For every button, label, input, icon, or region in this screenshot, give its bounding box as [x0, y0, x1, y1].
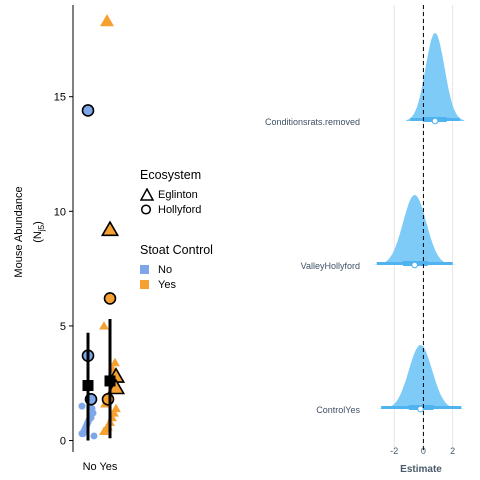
left-x-tick-labels: No Yes	[83, 461, 118, 473]
legend-item-yes: Yes	[140, 277, 213, 292]
density-curve	[406, 33, 464, 121]
data-point	[100, 14, 114, 26]
jitter-point	[79, 430, 86, 437]
data-point	[103, 394, 114, 405]
yes-color-swatch	[140, 280, 149, 289]
legend-label-eglinton: Eglinton	[158, 189, 198, 201]
estimate-x-ticks: -2 0 2	[390, 446, 455, 456]
y-tick-label: 15	[54, 92, 66, 104]
x-tick-label: 0	[421, 446, 426, 456]
stoat-control-legend: Stoat Control No Yes	[140, 243, 213, 292]
jitter-point	[79, 403, 86, 410]
jitter-point	[99, 321, 109, 329]
triangle-shape-icon	[140, 187, 158, 202]
x-tick-label: -2	[390, 446, 398, 456]
circle-shape-icon	[140, 202, 158, 217]
term-labels: Conditionsrats.removed ValleyHollyford Con…	[265, 117, 361, 415]
data-point	[83, 105, 94, 116]
jitter-point	[110, 358, 120, 366]
mean-marker	[105, 375, 116, 386]
stoat-control-legend-title: Stoat Control	[140, 243, 213, 257]
legend-label-yes: Yes	[158, 279, 176, 291]
y-tick-label: 10	[54, 206, 66, 218]
abundance-panel: 0 5 10 15 No Yes Mouse Abundance (Nj5)	[13, 5, 124, 473]
left-y-axis-title: Mouse Abundance	[13, 186, 25, 277]
mean-marker	[83, 380, 94, 391]
point-estimate	[418, 406, 424, 412]
legend-item-eglinton: Eglinton	[140, 187, 201, 202]
legend-label-no: No	[158, 264, 172, 276]
right-x-axis-title: Estimate	[400, 464, 442, 475]
x-tick-label: 2	[450, 446, 455, 456]
y-tick-label: 5	[60, 321, 66, 333]
point-estimate	[432, 118, 438, 124]
legend-label-hollyford: Hollyford	[158, 204, 201, 216]
point-estimate	[412, 262, 418, 268]
data-point	[105, 293, 116, 304]
ecosystem-legend-title: Ecosystem	[140, 168, 201, 182]
legend-item-no: No	[140, 262, 213, 277]
estimate-densities	[372, 33, 465, 412]
y-tick-label: 0	[60, 436, 66, 448]
data-point	[102, 222, 117, 235]
ecosystem-legend: Ecosystem Eglinton Hollyford	[140, 168, 201, 217]
term-label: ControlYes	[316, 405, 360, 415]
left-y-ticks: 0 5 10 15	[54, 92, 73, 448]
term-label: Conditionsrats.removed	[265, 117, 360, 127]
jitter-point	[91, 432, 98, 439]
estimate-panel: Conditionsrats.removed ValleyHollyford Con…	[265, 5, 466, 475]
density-curve	[372, 195, 457, 265]
jitter-point	[89, 405, 96, 412]
left-y-axis-subtitle: (Nj5)	[32, 221, 46, 243]
legend-item-hollyford: Hollyford	[140, 202, 201, 217]
no-color-swatch	[140, 265, 149, 274]
term-label: ValleyHollyford	[301, 261, 360, 271]
summary-intervals	[83, 319, 116, 440]
